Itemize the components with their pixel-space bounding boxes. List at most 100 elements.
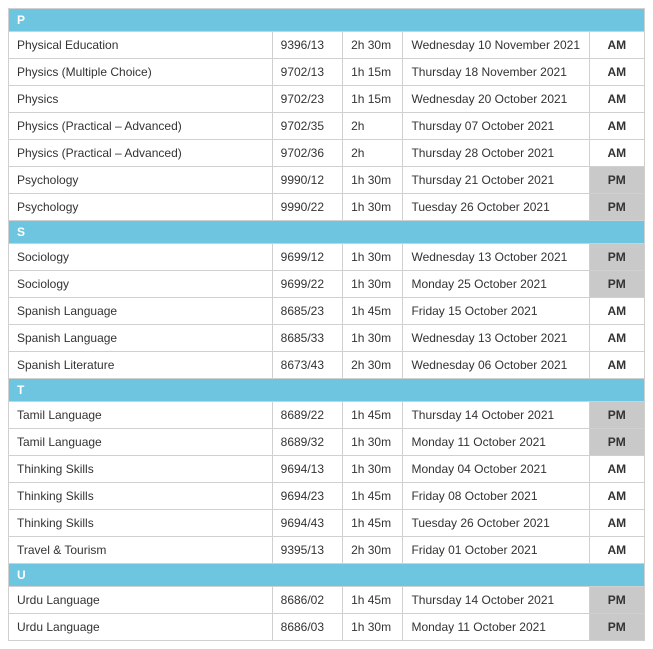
subject-cell: Physics bbox=[9, 86, 273, 113]
duration-cell: 1h 45m bbox=[343, 298, 403, 325]
duration-cell: 1h 45m bbox=[343, 587, 403, 614]
date-cell: Thursday 07 October 2021 bbox=[403, 113, 589, 140]
code-cell: 9702/35 bbox=[272, 113, 342, 140]
session-cell: PM bbox=[589, 271, 644, 298]
code-cell: 9694/23 bbox=[272, 483, 342, 510]
subject-cell: Spanish Language bbox=[9, 325, 273, 352]
code-cell: 9395/13 bbox=[272, 537, 342, 564]
date-cell: Tuesday 26 October 2021 bbox=[403, 194, 589, 221]
duration-cell: 1h 30m bbox=[343, 456, 403, 483]
date-cell: Wednesday 13 October 2021 bbox=[403, 244, 589, 271]
section-header: T bbox=[9, 379, 645, 402]
session-cell: AM bbox=[589, 537, 644, 564]
duration-cell: 1h 45m bbox=[343, 483, 403, 510]
table-row: Psychology9990/121h 30mThursday 21 Octob… bbox=[9, 167, 645, 194]
table-row: Thinking Skills9694/231h 45mFriday 08 Oc… bbox=[9, 483, 645, 510]
subject-cell: Tamil Language bbox=[9, 402, 273, 429]
exam-timetable: PPhysical Education9396/132h 30mWednesda… bbox=[8, 8, 645, 641]
duration-cell: 1h 30m bbox=[343, 244, 403, 271]
date-cell: Thursday 21 October 2021 bbox=[403, 167, 589, 194]
table-row: Physical Education9396/132h 30mWednesday… bbox=[9, 32, 645, 59]
session-cell: AM bbox=[589, 352, 644, 379]
duration-cell: 1h 30m bbox=[343, 271, 403, 298]
duration-cell: 1h 15m bbox=[343, 59, 403, 86]
code-cell: 9699/12 bbox=[272, 244, 342, 271]
table-row: Urdu Language8686/021h 45mThursday 14 Oc… bbox=[9, 587, 645, 614]
date-cell: Friday 01 October 2021 bbox=[403, 537, 589, 564]
code-cell: 8689/22 bbox=[272, 402, 342, 429]
duration-cell: 1h 45m bbox=[343, 510, 403, 537]
subject-cell: Physical Education bbox=[9, 32, 273, 59]
session-cell: AM bbox=[589, 140, 644, 167]
date-cell: Wednesday 06 October 2021 bbox=[403, 352, 589, 379]
table-row: Tamil Language8689/321h 30mMonday 11 Oct… bbox=[9, 429, 645, 456]
duration-cell: 1h 45m bbox=[343, 402, 403, 429]
subject-cell: Tamil Language bbox=[9, 429, 273, 456]
table-row: Physics (Multiple Choice)9702/131h 15mTh… bbox=[9, 59, 645, 86]
date-cell: Tuesday 26 October 2021 bbox=[403, 510, 589, 537]
session-cell: AM bbox=[589, 86, 644, 113]
code-cell: 8685/23 bbox=[272, 298, 342, 325]
session-cell: AM bbox=[589, 325, 644, 352]
date-cell: Thursday 28 October 2021 bbox=[403, 140, 589, 167]
session-cell: AM bbox=[589, 456, 644, 483]
session-cell: PM bbox=[589, 587, 644, 614]
subject-cell: Thinking Skills bbox=[9, 456, 273, 483]
subject-cell: Thinking Skills bbox=[9, 483, 273, 510]
session-cell: AM bbox=[589, 113, 644, 140]
duration-cell: 2h bbox=[343, 140, 403, 167]
code-cell: 8673/43 bbox=[272, 352, 342, 379]
session-cell: AM bbox=[589, 483, 644, 510]
table-row: Urdu Language8686/031h 30mMonday 11 Octo… bbox=[9, 614, 645, 641]
session-cell: AM bbox=[589, 32, 644, 59]
code-cell: 8686/03 bbox=[272, 614, 342, 641]
duration-cell: 1h 30m bbox=[343, 614, 403, 641]
session-cell: PM bbox=[589, 402, 644, 429]
date-cell: Monday 04 October 2021 bbox=[403, 456, 589, 483]
table-row: Spanish Language8685/331h 30mWednesday 1… bbox=[9, 325, 645, 352]
duration-cell: 2h 30m bbox=[343, 32, 403, 59]
date-cell: Friday 15 October 2021 bbox=[403, 298, 589, 325]
date-cell: Monday 25 October 2021 bbox=[403, 271, 589, 298]
code-cell: 9702/23 bbox=[272, 86, 342, 113]
section-header: U bbox=[9, 564, 645, 587]
session-cell: PM bbox=[589, 614, 644, 641]
subject-cell: Physics (Practical – Advanced) bbox=[9, 140, 273, 167]
subject-cell: Urdu Language bbox=[9, 614, 273, 641]
table-row: Spanish Literature8673/432h 30mWednesday… bbox=[9, 352, 645, 379]
code-cell: 9694/43 bbox=[272, 510, 342, 537]
table-row: Psychology9990/221h 30mTuesday 26 Octobe… bbox=[9, 194, 645, 221]
code-cell: 9396/13 bbox=[272, 32, 342, 59]
table-row: Thinking Skills9694/431h 45mTuesday 26 O… bbox=[9, 510, 645, 537]
subject-cell: Travel & Tourism bbox=[9, 537, 273, 564]
code-cell: 8686/02 bbox=[272, 587, 342, 614]
session-cell: PM bbox=[589, 429, 644, 456]
code-cell: 9699/22 bbox=[272, 271, 342, 298]
date-cell: Thursday 14 October 2021 bbox=[403, 402, 589, 429]
table-row: Sociology9699/121h 30mWednesday 13 Octob… bbox=[9, 244, 645, 271]
table-row: Physics (Practical – Advanced)9702/352hT… bbox=[9, 113, 645, 140]
session-cell: PM bbox=[589, 194, 644, 221]
table-row: Thinking Skills9694/131h 30mMonday 04 Oc… bbox=[9, 456, 645, 483]
session-cell: PM bbox=[589, 244, 644, 271]
subject-cell: Spanish Literature bbox=[9, 352, 273, 379]
section-header: S bbox=[9, 221, 645, 244]
subject-cell: Sociology bbox=[9, 271, 273, 298]
table-row: Sociology9699/221h 30mMonday 25 October … bbox=[9, 271, 645, 298]
date-cell: Monday 11 October 2021 bbox=[403, 614, 589, 641]
code-cell: 9702/36 bbox=[272, 140, 342, 167]
session-cell: AM bbox=[589, 298, 644, 325]
session-cell: PM bbox=[589, 167, 644, 194]
duration-cell: 2h bbox=[343, 113, 403, 140]
date-cell: Thursday 14 October 2021 bbox=[403, 587, 589, 614]
duration-cell: 1h 30m bbox=[343, 429, 403, 456]
duration-cell: 1h 15m bbox=[343, 86, 403, 113]
table-row: Tamil Language8689/221h 45mThursday 14 O… bbox=[9, 402, 645, 429]
subject-cell: Urdu Language bbox=[9, 587, 273, 614]
subject-cell: Thinking Skills bbox=[9, 510, 273, 537]
subject-cell: Psychology bbox=[9, 167, 273, 194]
date-cell: Wednesday 10 November 2021 bbox=[403, 32, 589, 59]
date-cell: Wednesday 13 October 2021 bbox=[403, 325, 589, 352]
table-row: Physics (Practical – Advanced)9702/362hT… bbox=[9, 140, 645, 167]
section-header: P bbox=[9, 9, 645, 32]
